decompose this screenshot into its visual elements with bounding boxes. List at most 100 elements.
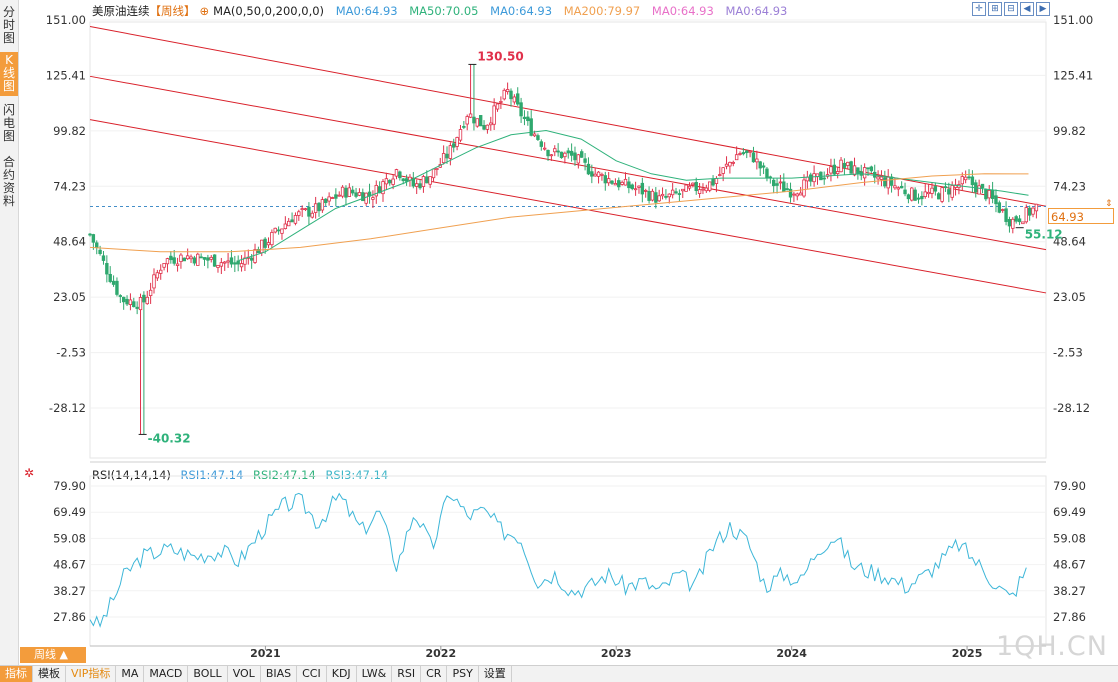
candle-body <box>209 256 213 260</box>
candle-body <box>128 299 133 305</box>
rsi-params: RSI(14,14,14) <box>92 468 171 482</box>
candle-body <box>425 176 429 184</box>
candle-body <box>334 194 338 199</box>
candle-body <box>431 168 436 179</box>
tab-indicators[interactable]: 指标 <box>0 666 33 682</box>
ma200-line <box>89 173 1029 253</box>
candle-body <box>963 176 968 181</box>
y-tick-label-right: -2.53 <box>1053 346 1083 360</box>
tab-templates-label: 模板 <box>38 667 60 680</box>
candle-body <box>421 176 426 187</box>
candle-body <box>132 301 136 308</box>
tab-rsi[interactable]: RSI <box>392 666 422 682</box>
crosshair-icon[interactable]: ✛ <box>972 2 986 16</box>
candle-body <box>1011 218 1015 229</box>
rsi-info: RSI(14,14,14) RSI1:47.14 RSI2:47.14 RSI3… <box>92 468 394 482</box>
candle-body <box>502 89 506 100</box>
zoom-in-icon[interactable]: ⊞ <box>988 2 1002 16</box>
candle-body <box>862 167 867 179</box>
candle-body <box>394 169 399 177</box>
tab-macd-label: MACD <box>149 667 183 680</box>
tab-macd[interactable]: MACD <box>144 666 189 682</box>
zoom-out-icon[interactable]: ⊟ <box>1004 2 1018 16</box>
rsi1-line <box>89 492 1027 628</box>
candle-body <box>701 188 705 191</box>
candle-body <box>637 185 641 188</box>
candle-body <box>287 220 291 227</box>
next-icon[interactable]: ▶ <box>1036 2 1050 16</box>
candle-body <box>290 219 294 223</box>
candle-body <box>586 163 591 175</box>
candle-body <box>239 263 244 268</box>
candle-body <box>835 171 840 174</box>
candle-body <box>724 163 729 167</box>
tab-bias[interactable]: BIAS <box>261 666 298 682</box>
period-tag[interactable]: 【周线】 <box>149 4 196 18</box>
tab-templates[interactable]: 模板 <box>33 666 66 682</box>
candle-body <box>219 262 224 267</box>
candle-body <box>711 178 715 186</box>
candle-body <box>391 178 395 185</box>
indicator-params: MA(0,50,0,200,0,0) <box>213 4 325 18</box>
candle-body <box>583 158 587 163</box>
rsi-axis-left: 79.90 69.49 59.08 48.67 38.27 27.86 <box>53 479 86 624</box>
annotation-label: -40.32 <box>148 431 191 445</box>
x-axis: 2021 2022 2023 2024 2025 <box>250 646 982 660</box>
period-selector[interactable]: 周线 ▲ <box>20 647 86 663</box>
rsi-tick-label-right: 27.86 <box>1053 610 1086 624</box>
settings-icon[interactable]: ⊕ <box>199 4 210 18</box>
tab-settings-label: 设置 <box>483 667 506 680</box>
tab-intraday[interactable]: 分时图 <box>0 4 18 46</box>
candle-body <box>866 167 870 170</box>
candle-body <box>738 153 742 155</box>
candle-body <box>216 264 220 268</box>
tab-vip-indicators[interactable]: VIP指标 <box>66 666 117 682</box>
tab-cci-label: CCI <box>302 667 321 680</box>
candle-body <box>856 167 860 175</box>
candle-body <box>330 197 335 199</box>
candle-body <box>906 194 911 200</box>
candle-body <box>310 212 314 218</box>
tab-vol[interactable]: VOL <box>228 666 261 682</box>
candle-body <box>640 182 645 195</box>
candle-body <box>223 261 227 264</box>
tab-bias-label: BIAS <box>265 667 292 680</box>
candle-body <box>505 89 510 93</box>
tab-contract-info[interactable]: 合约资料 <box>0 154 18 212</box>
candle-body <box>192 257 197 264</box>
candle-body <box>280 228 284 234</box>
tab-boll[interactable]: BOLL <box>188 666 228 682</box>
tab-psy[interactable]: PSY <box>447 666 479 682</box>
tab-settings[interactable]: 设置 <box>479 666 512 682</box>
current-price-value: 64.93 <box>1051 210 1084 224</box>
rsi-settings-icon[interactable]: ✲ <box>24 466 35 480</box>
candle-body <box>270 232 274 246</box>
candle-body <box>633 188 638 191</box>
candle-body <box>458 129 463 141</box>
tab-lw[interactable]: LW& <box>357 666 393 682</box>
tab-flash[interactable]: 闪电图 <box>0 102 18 146</box>
tab-ma[interactable]: MA <box>116 666 145 682</box>
rsi2-label: RSI2:47.14 <box>252 468 316 482</box>
prev-icon[interactable]: ◀ <box>1020 2 1034 16</box>
candle-body <box>876 176 880 180</box>
tab-cr[interactable]: CR <box>421 666 448 682</box>
y-tick-label-right: -28.12 <box>1053 401 1090 415</box>
candle-body <box>559 151 564 159</box>
candle-body <box>731 161 735 164</box>
candle-body <box>226 260 230 263</box>
candle-body <box>371 197 375 200</box>
candle-body <box>960 176 964 185</box>
candle-body <box>839 159 843 173</box>
candle-body <box>694 181 698 192</box>
candle-body <box>172 257 176 264</box>
tab-kdj[interactable]: KDJ <box>327 666 357 682</box>
candle-body <box>970 176 975 186</box>
candle-body <box>657 195 661 202</box>
tab-cci[interactable]: CCI <box>297 666 327 682</box>
candle-body <box>381 181 385 195</box>
grid <box>90 19 1046 618</box>
candle-body <box>603 175 607 184</box>
candle-body <box>542 147 547 150</box>
